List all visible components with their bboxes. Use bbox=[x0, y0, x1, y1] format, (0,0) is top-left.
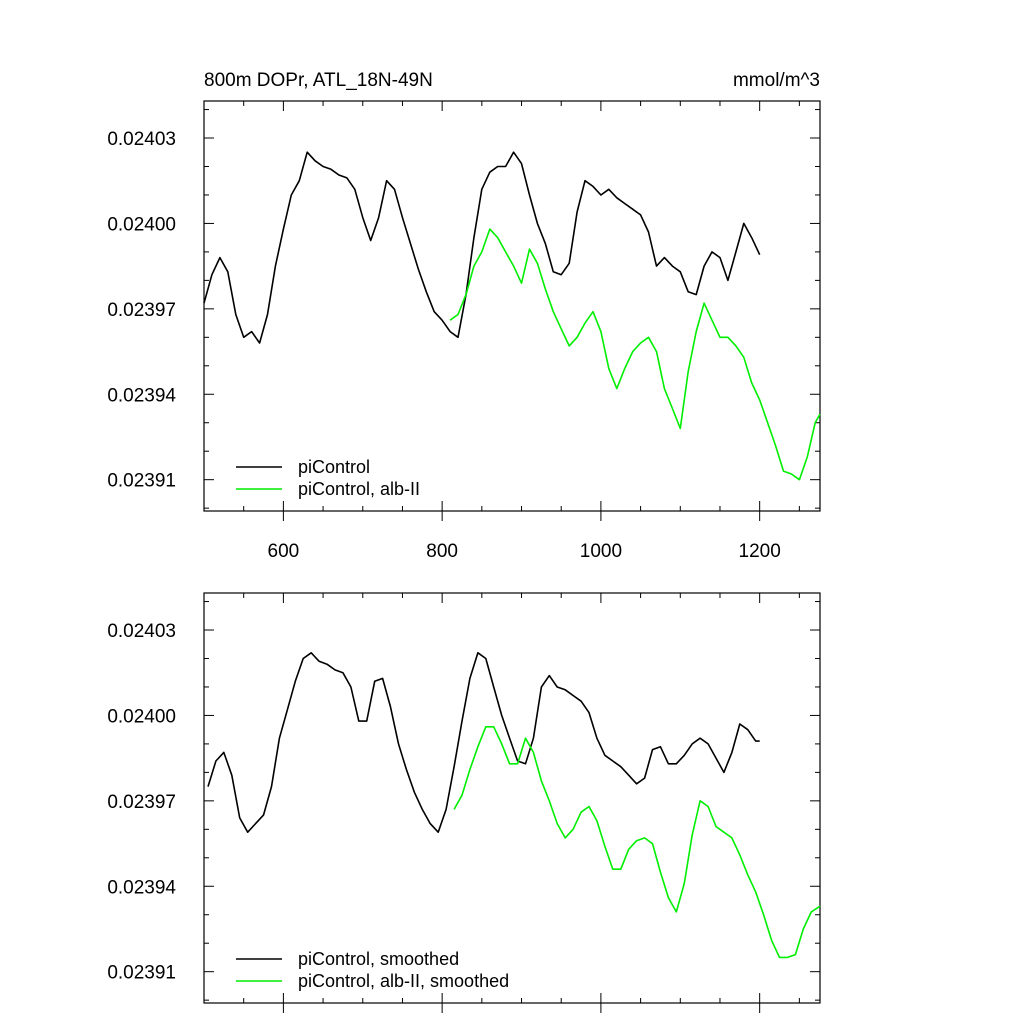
bottom-panel: 0.02391 0.02394 0.02397 0.02400 0.02403 piCon… bbox=[107, 592, 821, 1013]
top-panel: 600 800 1000 1200 0.02391 0.02394 0.02397 0.024… bbox=[107, 100, 821, 562]
series-line-picontrol bbox=[203, 151, 761, 344]
series-line-picontrol bbox=[207, 652, 760, 833]
series-line-alb-ii bbox=[453, 726, 821, 959]
y-tick-label: 0.02394 bbox=[107, 385, 176, 406]
plot-frame bbox=[203, 592, 821, 1004]
x-tick-label: 1200 bbox=[739, 541, 781, 562]
legend-label: piControl, alb-II, smoothed bbox=[298, 971, 509, 991]
legend-label: piControl bbox=[298, 457, 370, 477]
chart-title: 800m DOPr, ATL_18N-49N bbox=[204, 70, 433, 91]
y-tick-label: 0.02403 bbox=[107, 621, 176, 642]
units-label: mmol/m^3 bbox=[733, 70, 820, 91]
y-tick-label: 0.02391 bbox=[107, 963, 176, 984]
legend-label: piControl, alb-II bbox=[298, 479, 420, 499]
y-tick-label: 0.02397 bbox=[107, 300, 176, 321]
y-tick-label: 0.02394 bbox=[107, 877, 176, 898]
x-tick-label: 1000 bbox=[580, 541, 622, 562]
plot-frame bbox=[203, 100, 821, 512]
y-tick-label: 0.02400 bbox=[107, 706, 176, 727]
legend-label: piControl, smoothed bbox=[298, 949, 459, 969]
series-line-alb-ii bbox=[449, 228, 821, 481]
x-tick-label: 800 bbox=[426, 541, 458, 562]
y-tick-label: 0.02397 bbox=[107, 792, 176, 813]
y-tick-label: 0.02391 bbox=[107, 471, 176, 492]
y-tick-label: 0.02400 bbox=[107, 214, 176, 235]
x-tick-label: 600 bbox=[268, 541, 300, 562]
y-tick-label: 0.02403 bbox=[107, 129, 176, 150]
